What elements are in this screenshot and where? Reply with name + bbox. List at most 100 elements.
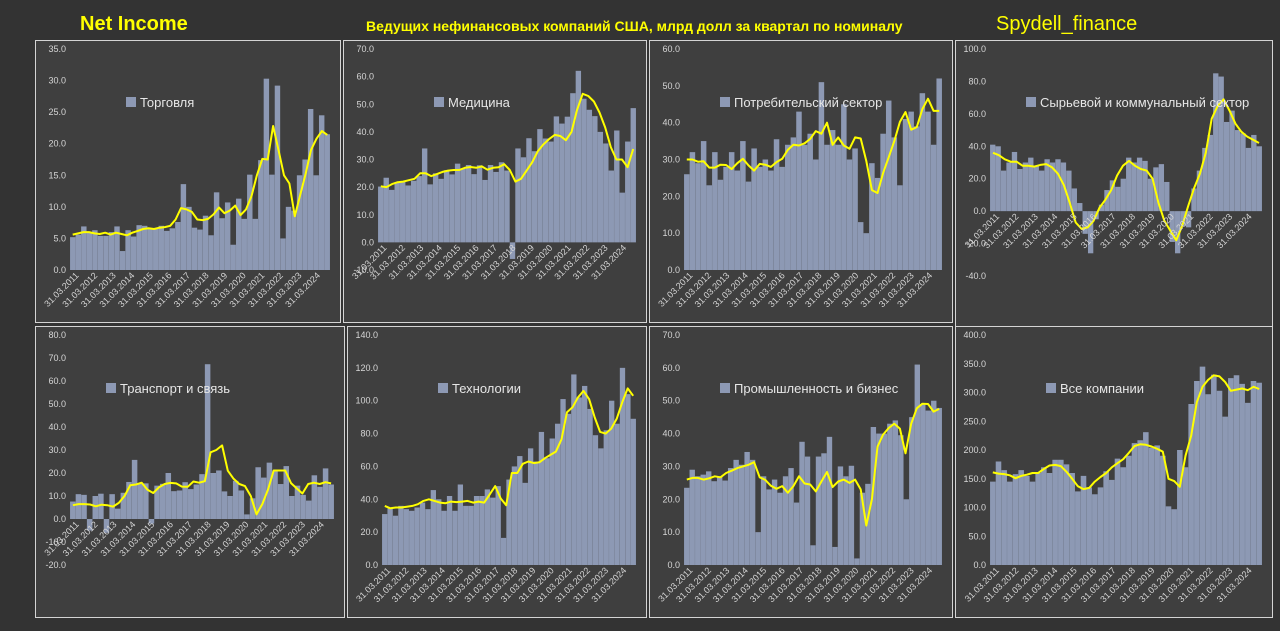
bar	[158, 225, 164, 270]
bar	[995, 461, 1002, 565]
bar	[700, 141, 707, 270]
bar	[75, 494, 82, 519]
y-tick-label: 80.0	[48, 330, 66, 340]
bar	[421, 148, 428, 243]
bar	[1077, 203, 1083, 212]
bar	[1218, 76, 1224, 212]
bar	[1087, 211, 1094, 254]
bar	[454, 163, 461, 243]
bar	[1035, 473, 1041, 565]
bar	[801, 144, 808, 270]
bar	[255, 467, 261, 519]
bar	[751, 148, 757, 270]
bar	[1240, 133, 1246, 212]
bar	[504, 170, 510, 243]
bar	[416, 176, 422, 243]
bar	[790, 137, 797, 270]
bar	[324, 134, 330, 270]
bar	[479, 496, 485, 565]
bar	[487, 165, 494, 243]
y-tick-label: 60.0	[356, 72, 374, 82]
bar	[1256, 382, 1262, 565]
chart-panel-industrials-business: 0.0 10.0 20.0 30.0 40.0 50.0 60.0 70.0 31.03.201…	[649, 326, 953, 618]
bar	[1229, 110, 1235, 212]
bar	[931, 400, 937, 565]
bar	[1044, 159, 1050, 212]
y-tick-label: 70.0	[48, 353, 66, 363]
bar	[716, 476, 723, 565]
bar	[925, 410, 931, 565]
bar	[903, 499, 910, 565]
bar	[1202, 147, 1208, 212]
bar	[446, 496, 453, 565]
bar	[188, 489, 194, 519]
bar	[740, 141, 746, 270]
bar	[807, 133, 813, 270]
bar	[1143, 432, 1149, 565]
bar	[1000, 170, 1007, 212]
bar	[771, 479, 778, 565]
bar	[419, 502, 426, 565]
bar	[876, 433, 882, 565]
bar	[788, 468, 794, 565]
bar	[734, 170, 741, 270]
bar	[859, 492, 866, 565]
bar	[403, 509, 409, 565]
bar	[1049, 162, 1056, 212]
bar	[274, 85, 281, 270]
bar	[554, 423, 561, 565]
bar	[307, 108, 314, 270]
bar	[216, 470, 222, 519]
bar	[383, 177, 389, 243]
bar	[120, 492, 127, 519]
bar	[98, 493, 104, 519]
bar	[897, 185, 903, 270]
y-tick-label: 30.0	[662, 155, 680, 165]
bar	[891, 137, 898, 270]
bar	[125, 230, 131, 270]
bar	[449, 174, 455, 243]
y-tick-label: 70.0	[662, 330, 680, 340]
bar	[857, 222, 864, 270]
bar	[498, 162, 505, 243]
bar	[793, 502, 800, 565]
bar	[874, 177, 881, 270]
bar	[1154, 445, 1160, 565]
bar	[465, 165, 472, 243]
bar	[294, 485, 301, 519]
title-source: Spydell_finance	[996, 13, 1138, 35]
y-tick-label: -20.0	[965, 239, 986, 249]
bar	[81, 226, 87, 270]
bar	[285, 206, 292, 270]
bar	[854, 558, 860, 565]
bar	[843, 476, 849, 565]
y-tick-label: 80.0	[360, 429, 378, 439]
y-tick-label: -40.0	[965, 271, 986, 281]
bar	[410, 180, 417, 243]
bar	[1196, 170, 1203, 212]
bar	[1136, 157, 1143, 212]
y-tick-label: 200.0	[963, 445, 986, 455]
y-tick-label: 25.0	[48, 107, 66, 117]
y-tick-label: 20.0	[356, 182, 374, 192]
bar	[762, 159, 769, 270]
bar	[1194, 381, 1200, 565]
y-tick-label: 70.0	[356, 44, 374, 54]
bar	[280, 238, 286, 270]
y-tick-label: 60.0	[662, 363, 680, 373]
bar	[1018, 470, 1024, 565]
bar	[829, 130, 836, 270]
bar	[1024, 475, 1030, 565]
y-tick-label: 30.0	[48, 445, 66, 455]
bar	[881, 433, 888, 565]
bar	[1120, 178, 1126, 212]
bar	[813, 159, 819, 270]
bar	[277, 484, 284, 519]
y-tick-label: 120.0	[355, 363, 378, 373]
y-tick-label: 0.0	[365, 560, 378, 570]
y-tick-label: 0.0	[973, 560, 986, 570]
bar	[1006, 162, 1012, 212]
bar	[227, 496, 233, 519]
bar	[526, 138, 532, 243]
bar	[1058, 459, 1064, 565]
